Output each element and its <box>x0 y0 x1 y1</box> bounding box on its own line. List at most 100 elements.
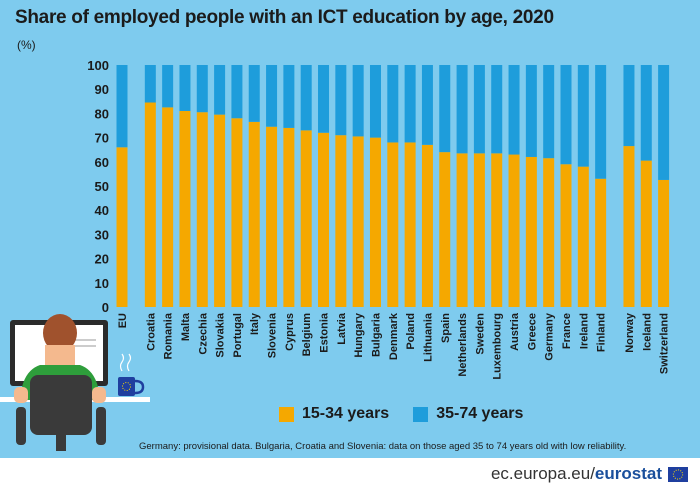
bar-35-74-poland <box>404 65 416 143</box>
y-tick-label: 70 <box>95 131 109 146</box>
legend-label-old: 35-74 years <box>436 405 524 422</box>
bar-15-34-slovakia <box>214 114 226 307</box>
legend: 15-34 years 35-74 years <box>279 405 547 423</box>
x-tick-label-eu: EU <box>117 313 129 328</box>
x-tick-label-spain: Spain <box>440 313 452 343</box>
bar-35-74-france <box>560 65 572 165</box>
x-tick-label-croatia: Croatia <box>145 312 157 351</box>
bar-35-74-netherlands <box>456 65 468 154</box>
bar-35-74-switzerland <box>658 65 670 180</box>
x-tick-label-belgium: Belgium <box>301 313 313 357</box>
y-tick-label: 80 <box>95 106 109 121</box>
bar-15-34-switzerland <box>658 179 670 307</box>
bar-15-34-bulgaria <box>369 137 381 307</box>
bar-35-74-spain <box>439 65 451 153</box>
bar-15-34-portugal <box>231 118 243 308</box>
y-tick-label: 90 <box>95 82 109 97</box>
bar-35-74-sweden <box>473 65 485 154</box>
x-tick-label-cyprus: Cyprus <box>284 313 296 351</box>
x-tick-label-sweden: Sweden <box>474 313 486 355</box>
bar-15-34-france <box>560 164 572 307</box>
bar-35-74-greece <box>525 65 537 157</box>
x-tick-label-switzerland: Switzerland <box>659 313 671 374</box>
x-tick-label-lithuania: Lithuania <box>422 312 434 362</box>
bar-35-74-denmark <box>387 65 399 143</box>
bar-15-34-sweden <box>473 153 485 307</box>
bar-35-74-luxembourg <box>491 65 503 154</box>
x-tick-label-slovakia: Slovakia <box>215 312 227 358</box>
legend-item-young: 15-34 years <box>279 405 389 423</box>
bar-35-74-lithuania <box>421 65 433 145</box>
bar-35-74-finland <box>595 65 607 179</box>
site-prefix: ec.europa.eu/ <box>490 464 595 483</box>
eurostat-site-link[interactable]: ec.europa.eu/eurostat <box>491 464 662 484</box>
bar-15-34-germany <box>543 158 555 307</box>
bar-35-74-ireland <box>577 65 589 167</box>
bar-15-34-iceland <box>640 160 652 307</box>
chart-title: Share of employed people with an ICT edu… <box>15 7 554 28</box>
bar-15-34-ireland <box>577 166 589 307</box>
y-tick-label: 60 <box>95 155 109 170</box>
x-tick-label-norway: Norway <box>624 312 636 353</box>
legend-label-young: 15-34 years <box>302 405 390 422</box>
bar-15-34-belgium <box>300 130 312 307</box>
bar-15-34-croatia <box>144 102 156 307</box>
x-tick-label-netherlands: Netherlands <box>457 313 469 377</box>
x-tick-label-poland: Poland <box>405 313 417 350</box>
coffee-mug-icon <box>118 353 145 396</box>
bar-15-34-norway <box>623 146 635 307</box>
x-tick-label-italy: Italy <box>249 312 261 335</box>
y-axis: 0 10 20 30 40 50 60 70 80 90 100 <box>87 58 109 315</box>
x-tick-label-luxembourg: Luxembourg <box>492 313 504 380</box>
bar-35-74-estonia <box>318 65 330 133</box>
y-tick-label: 0 <box>102 300 109 315</box>
bar-35-74-slovenia <box>266 65 278 127</box>
x-tick-label-iceland: Iceland <box>641 313 653 351</box>
x-tick-label-germany: Germany <box>544 312 556 361</box>
x-tick-label-austria: Austria <box>509 312 521 351</box>
bar-15-34-luxembourg <box>491 153 503 307</box>
bar-15-34-greece <box>525 156 537 307</box>
bar-15-34-romania <box>162 107 174 307</box>
footnote: Germany: provisional data. Bulgaria, Cro… <box>139 441 627 452</box>
x-tick-label-hungary: Hungary <box>353 312 365 358</box>
bar-15-34-finland <box>595 178 607 307</box>
bar-35-74-austria <box>508 65 520 155</box>
bar-35-74-slovakia <box>214 65 226 115</box>
bar-35-74-eu <box>116 65 128 148</box>
bar-15-34-hungary <box>352 136 364 307</box>
bar-15-34-spain <box>439 152 451 307</box>
bar-35-74-czechia <box>196 65 208 113</box>
site-brand: eurostat <box>594 464 662 483</box>
bar-15-34-austria <box>508 154 520 307</box>
x-axis: EU Croatia Romania Malta Czechia Slovakia Port… <box>117 312 671 380</box>
bar-15-34-denmark <box>387 142 399 307</box>
x-tick-label-portugal: Portugal <box>232 313 244 358</box>
y-tick-label: 30 <box>95 227 109 242</box>
bar-15-34-czechia <box>196 112 208 307</box>
x-tick-label-malta: Malta <box>180 312 192 341</box>
y-axis-unit-label: (%) <box>17 38 36 52</box>
bar-35-74-malta <box>179 65 191 111</box>
chart-panel: Share of employed people with an ICT edu… <box>0 0 700 458</box>
bar-35-74-cyprus <box>283 65 295 128</box>
bar-35-74-hungary <box>352 65 364 137</box>
x-tick-label-bulgaria: Bulgaria <box>370 312 382 357</box>
x-tick-label-france: France <box>561 313 573 349</box>
bar-35-74-iceland <box>640 65 652 161</box>
y-tick-label: 10 <box>95 276 109 291</box>
x-tick-label-romania: Romania <box>163 312 175 359</box>
bar-15-34-italy <box>248 121 260 308</box>
bar-15-34-eu <box>116 147 128 307</box>
bar-15-34-slovenia <box>266 126 278 308</box>
bar-35-74-croatia <box>144 65 156 103</box>
bar-15-34-cyprus <box>283 127 295 307</box>
footer: ec.europa.eu/eurostat <box>0 458 700 492</box>
bar-35-74-romania <box>162 65 174 108</box>
y-tick-label: 100 <box>87 58 109 73</box>
eu-flag-icon <box>668 467 688 482</box>
x-tick-label-denmark: Denmark <box>388 312 400 360</box>
bar-15-34-netherlands <box>456 153 468 307</box>
stacked-bar-chart: 0 10 20 30 40 50 60 70 80 90 100 EU Croatia Romania M… <box>87 58 671 380</box>
